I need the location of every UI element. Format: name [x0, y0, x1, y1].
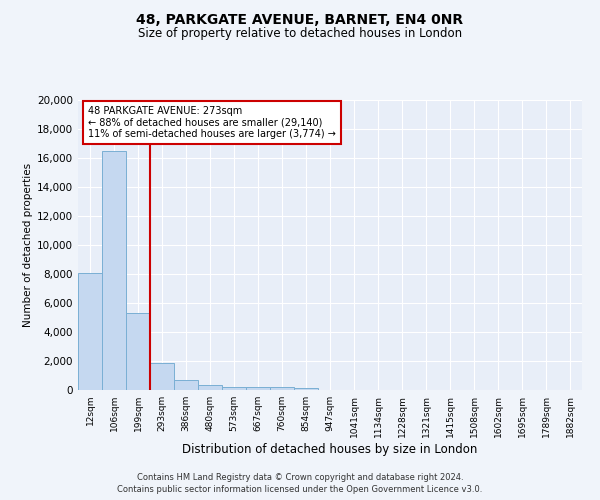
Bar — [294, 388, 318, 390]
Bar — [246, 387, 270, 390]
Bar — [174, 380, 198, 390]
Bar — [270, 387, 294, 390]
Bar — [222, 386, 246, 390]
Text: Contains public sector information licensed under the Open Government Licence v3: Contains public sector information licen… — [118, 485, 482, 494]
Y-axis label: Number of detached properties: Number of detached properties — [23, 163, 33, 327]
Bar — [198, 386, 222, 390]
Bar — [150, 363, 174, 390]
Bar — [102, 151, 126, 390]
Text: 48 PARKGATE AVENUE: 273sqm
← 88% of detached houses are smaller (29,140)
11% of : 48 PARKGATE AVENUE: 273sqm ← 88% of deta… — [88, 106, 336, 139]
Bar — [78, 272, 102, 390]
Text: Contains HM Land Registry data © Crown copyright and database right 2024.: Contains HM Land Registry data © Crown c… — [137, 472, 463, 482]
Text: 48, PARKGATE AVENUE, BARNET, EN4 0NR: 48, PARKGATE AVENUE, BARNET, EN4 0NR — [136, 12, 464, 26]
Text: Distribution of detached houses by size in London: Distribution of detached houses by size … — [182, 442, 478, 456]
Bar — [126, 313, 150, 390]
Text: Size of property relative to detached houses in London: Size of property relative to detached ho… — [138, 28, 462, 40]
